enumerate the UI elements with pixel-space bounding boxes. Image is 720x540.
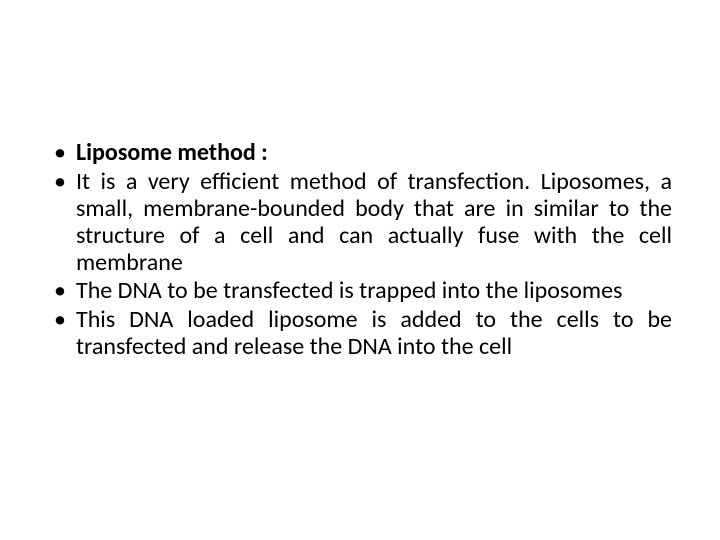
slide: Liposome method : It is a very efficient… <box>0 0 720 540</box>
bullet-item: It is a very efficient method of transfe… <box>48 169 672 277</box>
bullet-item: The DNA to be transfected is trapped int… <box>48 278 672 305</box>
bullet-text: Liposome method : <box>76 138 268 167</box>
bullet-text: It is a very efficient method of transfe… <box>76 167 672 277</box>
bullet-item: Liposome method : <box>48 140 672 167</box>
bullet-list: Liposome method : It is a very efficient… <box>48 140 672 361</box>
bullet-text: This DNA loaded liposome is added to the… <box>76 305 672 361</box>
bullet-item: This DNA loaded liposome is added to the… <box>48 307 672 361</box>
bullet-text: The DNA to be transfected is trapped int… <box>76 276 622 305</box>
